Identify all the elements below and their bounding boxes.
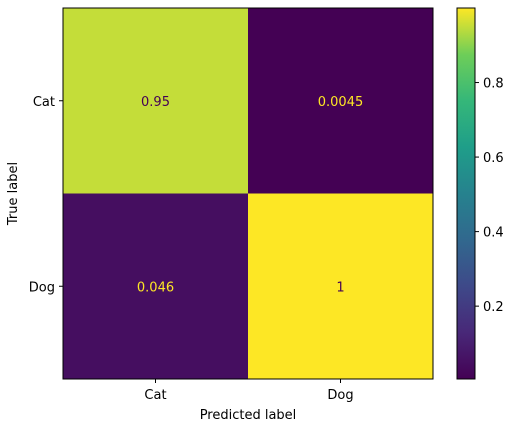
y-tick-label: Cat bbox=[33, 95, 55, 110]
colorbar-tick-label: 0.6 bbox=[483, 151, 504, 166]
x-tick-label: Cat bbox=[144, 388, 166, 403]
y-axis: Cat Dog bbox=[29, 95, 63, 295]
x-tick-label: Dog bbox=[327, 388, 353, 403]
x-axis-title: Predicted label bbox=[200, 408, 297, 423]
colorbar: 0.2 0.4 0.6 0.8 bbox=[456, 7, 504, 380]
x-axis: Cat Dog bbox=[144, 379, 354, 403]
colorbar-tick-label: 0.8 bbox=[483, 77, 504, 92]
plot-frame bbox=[62, 7, 434, 380]
heatmap-cells bbox=[63, 8, 433, 379]
cell-value-labels: 0.95 0.0045 0.046 1 bbox=[137, 95, 363, 296]
colorbar-tick-label: 0.2 bbox=[483, 300, 504, 315]
heatmap-cell-cat-dog bbox=[248, 8, 433, 194]
heatmap-cell-cat-cat bbox=[63, 8, 248, 194]
cell-value-cat-cat: 0.95 bbox=[141, 95, 170, 110]
y-tick-label: Dog bbox=[29, 280, 55, 295]
cell-value-dog-dog: 1 bbox=[336, 280, 344, 295]
colorbar-ticks: 0.2 0.4 0.6 0.8 bbox=[475, 77, 504, 315]
colorbar-tick-label: 0.4 bbox=[483, 226, 504, 241]
y-axis-title: True label bbox=[6, 162, 21, 226]
cell-value-dog-cat: 0.046 bbox=[137, 280, 174, 295]
colorbar-gradient bbox=[456, 7, 476, 380]
heatmap-cell-dog-dog bbox=[248, 193, 433, 379]
cell-value-cat-dog: 0.0045 bbox=[318, 95, 364, 110]
heatmap-cell-dog-cat bbox=[63, 193, 248, 379]
